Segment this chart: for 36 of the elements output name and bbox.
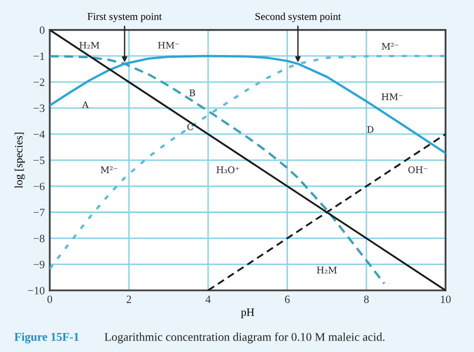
caption: Figure 15F-1 [14,332,79,344]
text: Logarithmic concentration diagram for 0.10 M maleic acid. [104,332,384,344]
annotation: H₃O⁺ [216,166,240,174]
x-tick-label: 6 [284,296,290,304]
y-tick-label: 0 [40,26,44,34]
annotation: First system point [88,12,162,22]
annotation: D [367,126,374,133]
x-axis-title: pH [241,308,254,318]
annotation: Second system point [256,12,341,22]
y-tick-label: −3 [34,104,44,112]
y-tick-label: −9 [34,260,44,268]
x-tick-label: 4 [206,296,211,303]
annotation: A [82,101,89,108]
annotation: HM⁻ [158,42,179,49]
y-tick-label: −8 [34,234,44,242]
y-tick-label: −10 [28,286,44,294]
x-tick-label: 2 [126,296,132,303]
y-axis-title: log [species] [14,132,25,188]
x-tick-label: 0 [47,296,52,304]
annotation: H₂M [79,42,100,49]
y-tick-label: −4 [34,130,45,138]
annotation: B [189,90,196,96]
x-tick-label: 10 [440,296,451,304]
annotation: HM⁻ [382,94,402,100]
annotation: M²⁻ [100,166,118,174]
annotation: M²⁻ [382,42,398,50]
y-tick-label: −6 [34,182,45,190]
y-tick-label: −1 [34,52,44,60]
line-series [50,54,446,154]
y-tick-label: −2 [34,78,44,86]
y-tick-label: −5 [34,156,44,164]
x-tick-label: 8 [364,296,369,304]
annotation: C [187,123,194,130]
annotation: H₂M [316,266,337,274]
y-tick-label: −7 [34,208,45,216]
annotation: OH⁻ [408,166,428,174]
